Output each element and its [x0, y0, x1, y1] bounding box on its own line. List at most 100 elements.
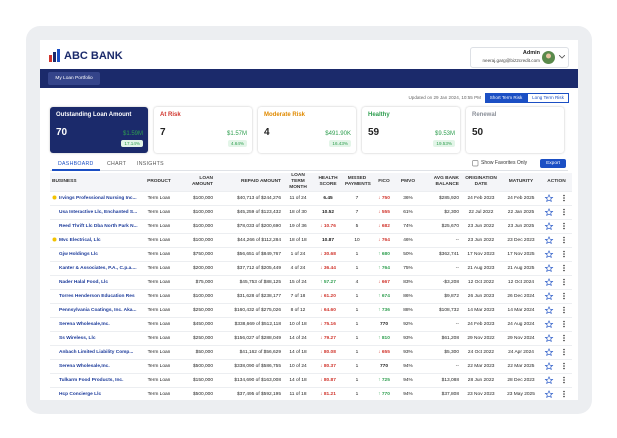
business-name[interactable]: Serena Wholesale,Inc. [57, 317, 141, 332]
table-row[interactable]: Torres Henderson Education Res Term Loan $… [50, 289, 572, 304]
table-row[interactable]: Serena Wholesale,Inc. Term Loan $500,000 $3… [50, 359, 572, 374]
summary-card[interactable]: Renewal 50 [466, 107, 564, 153]
summary-card[interactable]: At Risk 7 $1.57M 4.64% [154, 107, 252, 153]
action-icons[interactable] [544, 291, 570, 300]
table-cell: ↓ 80.08 [313, 345, 343, 360]
more-icon[interactable] [562, 334, 565, 341]
table-row[interactable]: Usa Interactive Llc, Enchanted S... Term … [50, 205, 572, 220]
chevron [559, 55, 565, 59]
table-row[interactable]: Irvings Professional Nursing Inc... Term … [50, 191, 572, 206]
business-name[interactable]: Usa Interactive Llc, Enchanted S... [57, 205, 141, 220]
business-name[interactable]: Irvings Professional Nursing Inc... [57, 191, 141, 206]
action-icons[interactable] [544, 263, 570, 272]
table-row[interactable]: Ss Wireless, Llc Term Loan $250,000 $156,02… [50, 331, 572, 346]
table-cell: $2,300 [419, 205, 461, 220]
more-icon[interactable] [562, 292, 565, 299]
star-icon[interactable] [544, 305, 553, 314]
table-cell: Term Loan [141, 219, 177, 234]
favorite-marker [52, 195, 57, 200]
table-cell: $134,690 of $163,008 [215, 373, 283, 388]
more-icon[interactable] [562, 362, 565, 369]
action-icons[interactable] [544, 333, 570, 342]
more-icon[interactable] [562, 208, 565, 215]
export-button[interactable]: Export [540, 159, 566, 168]
star-icon[interactable] [544, 277, 553, 286]
star-icon[interactable] [544, 221, 553, 230]
action-icons[interactable] [544, 389, 570, 398]
star-icon[interactable] [544, 249, 553, 258]
more-icon[interactable] [562, 390, 565, 397]
star-icon[interactable] [544, 207, 553, 216]
business-name[interactable]: Nader Halal Food, Llc [57, 275, 141, 290]
tab[interactable]: DASHBOARD [58, 161, 94, 167]
business-name[interactable]: Reed Thrift Llc Dba North Park N... [57, 219, 141, 234]
business-name[interactable]: Serena Wholesale,Inc. [57, 359, 141, 374]
business-name[interactable]: Anbach Limited Liability Comp... [57, 345, 141, 360]
table-cell: 17 Nov 2025 [501, 247, 541, 262]
table-row[interactable]: Hcp Concierge Llc Term Loan $500,000 $37,49… [50, 387, 572, 400]
star-icon[interactable] [544, 193, 553, 202]
star-icon[interactable] [544, 319, 553, 328]
business-name[interactable]: Tulkarm Food Products, Inc. [57, 373, 141, 388]
summary-card[interactable]: Healthy 59 $9.53M 19.53% [362, 107, 460, 153]
action-icons[interactable] [544, 277, 570, 286]
star-icon[interactable] [544, 291, 553, 300]
action-icons[interactable] [544, 235, 570, 244]
user-menu[interactable]: Admin neeraj.garg@biz2credit.com [470, 47, 569, 68]
summary-card[interactable]: Outstanding Loan Amount 70 $1.59M 17.14% [50, 107, 148, 153]
business-name[interactable]: Kanter & Associates, P.A., C.p.a.... [57, 261, 141, 276]
star-icon[interactable] [544, 235, 553, 244]
table-row[interactable]: Kanter & Associates, P.A., C.p.a.... Term… [50, 261, 572, 276]
more-icon[interactable] [562, 320, 565, 327]
action-icons[interactable] [544, 361, 570, 370]
table-cell: 770 [371, 359, 397, 374]
action-icons[interactable] [544, 319, 570, 328]
more-icon[interactable] [562, 264, 565, 271]
tab[interactable]: CHART [107, 161, 127, 167]
business-name[interactable]: Mvc Electrical, Llc [57, 233, 141, 248]
business-name[interactable]: Gjw Holdings Llc [57, 247, 141, 262]
star-icon[interactable] [544, 333, 553, 342]
toggle-button[interactable]: Short Term Risk [485, 93, 527, 103]
star-icon[interactable] [544, 389, 553, 398]
more-icon[interactable] [562, 194, 565, 201]
nav-tab[interactable]: My Loan Portfolio [48, 72, 100, 85]
table-row[interactable]: Mvc Electrical, Llc Term Loan $100,000 $44,… [50, 233, 572, 248]
more-icon[interactable] [562, 306, 565, 313]
action-icons[interactable] [544, 207, 570, 216]
business-name[interactable]: Hcp Concierge Llc [57, 387, 141, 400]
action-icons[interactable] [544, 221, 570, 230]
more-icon[interactable] [562, 278, 565, 285]
more-icon[interactable] [562, 222, 565, 229]
business-name[interactable]: Torres Henderson Education Res [57, 289, 141, 304]
business-name[interactable]: Ss Wireless, Llc [57, 331, 141, 346]
business-name[interactable]: Pennsylvania Coatings, Inc. Aka... [57, 303, 141, 318]
table-row[interactable]: Nader Halal Food, Llc Term Loan $75,000 $45… [50, 275, 572, 290]
table-row[interactable]: Tulkarm Food Products, Inc. Term Loan $150… [50, 373, 572, 388]
action-icons[interactable] [544, 347, 570, 356]
table-row[interactable]: Reed Thrift Llc Dba North Park N... Term … [50, 219, 572, 234]
table-cell: $75,000 [177, 275, 215, 290]
table-cell: 18 of 18 [283, 233, 313, 248]
more-icon[interactable] [562, 250, 565, 257]
more-icon[interactable] [562, 236, 565, 243]
summary-card[interactable]: Moderate Risk 4 $491.90K 16.43% [258, 107, 356, 153]
star-icon[interactable] [544, 375, 553, 384]
action-icons[interactable] [544, 249, 570, 258]
action-icons[interactable] [544, 193, 570, 202]
action-icons[interactable] [544, 305, 570, 314]
table-row[interactable]: Gjw Holdings Llc Term Loan $750,000 $56,651… [50, 247, 572, 262]
more-icon[interactable] [562, 348, 565, 355]
table-row[interactable]: Serena Wholesale,Inc. Term Loan $450,000 $3… [50, 317, 572, 332]
tab[interactable]: INSIGHTS [137, 161, 164, 167]
more-icon[interactable] [562, 376, 565, 383]
checkbox[interactable] [472, 160, 479, 167]
action-icons[interactable] [544, 375, 570, 384]
star-icon[interactable] [544, 263, 553, 272]
star-icon[interactable] [544, 347, 553, 356]
toggle-button[interactable]: Long Term Risk [527, 93, 569, 103]
table-row[interactable]: Pennsylvania Coatings, Inc. Aka... Term L… [50, 303, 572, 318]
table-cell: ↓ 81.21 [313, 387, 343, 400]
star-icon[interactable] [544, 361, 553, 370]
table-row[interactable]: Anbach Limited Liability Comp... Term Loa… [50, 345, 572, 360]
